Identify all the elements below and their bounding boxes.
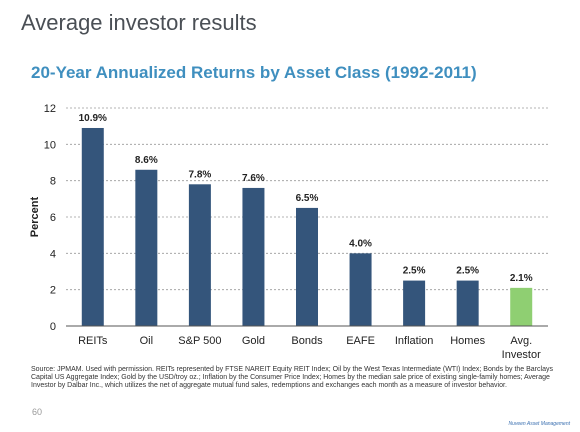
- chart-title: 20-Year Annualized Returns by Asset Clas…: [31, 63, 477, 82]
- y-tick-label: 8: [50, 176, 56, 188]
- data-label: 2.1%: [510, 273, 533, 284]
- x-tick-label: Gold: [242, 335, 265, 347]
- x-tick-label: Homes: [450, 335, 485, 347]
- bar: [242, 187, 265, 326]
- x-tick-label: REITs: [78, 335, 108, 347]
- y-axis-title: Percent: [29, 196, 41, 237]
- x-tick-label: Bonds: [291, 335, 323, 347]
- x-tick-label: Inflation: [395, 335, 434, 347]
- data-label: 2.5%: [403, 266, 426, 277]
- chart-bars: [81, 127, 533, 326]
- x-tick-label: Oil: [140, 335, 153, 347]
- y-tick-label: 2: [50, 285, 56, 297]
- brand-logo-text: Nuveen Asset Management: [508, 421, 570, 427]
- bar: [349, 253, 372, 326]
- data-label: 7.6%: [242, 173, 265, 184]
- data-label: 6.5%: [296, 193, 319, 204]
- data-label: 2.5%: [456, 266, 479, 277]
- y-tick-label: 4: [50, 248, 56, 260]
- bar: [135, 169, 158, 326]
- bar: [510, 287, 533, 326]
- y-tick-label: 12: [44, 103, 56, 115]
- y-tick-label: 6: [50, 212, 56, 224]
- bar: [81, 127, 104, 326]
- data-label: 7.8%: [188, 169, 211, 180]
- data-label: 8.6%: [135, 155, 158, 166]
- x-tick-label: Avg. Investor: [502, 335, 541, 361]
- y-axis-ticks: 0 2 4 6 8 10 12: [44, 103, 56, 333]
- x-tick-label: EAFE: [346, 335, 375, 347]
- bar: [456, 280, 479, 326]
- bar: [296, 207, 318, 326]
- x-tick-label: S&P 500: [178, 335, 221, 347]
- data-labels: 10.9% 8.6% 7.8% 7.6% 6.5% 4.0% 2.5% 2.5% 2.1%: [79, 113, 533, 284]
- y-tick-label: 10: [44, 139, 56, 151]
- data-label: 4.0%: [349, 238, 372, 249]
- data-label: 10.9%: [79, 113, 107, 124]
- bar: [188, 184, 211, 326]
- slide-title: Average investor results: [21, 10, 257, 35]
- bar: [403, 280, 426, 326]
- source-footnote: Source: JPMAM. Used with permission. REI…: [31, 366, 553, 389]
- x-axis-labels: REITs Oil S&P 500 Gold Bonds EAFE Inflation Hom…: [78, 335, 541, 361]
- y-tick-label: 0: [50, 321, 56, 333]
- page-number: 60: [32, 407, 43, 417]
